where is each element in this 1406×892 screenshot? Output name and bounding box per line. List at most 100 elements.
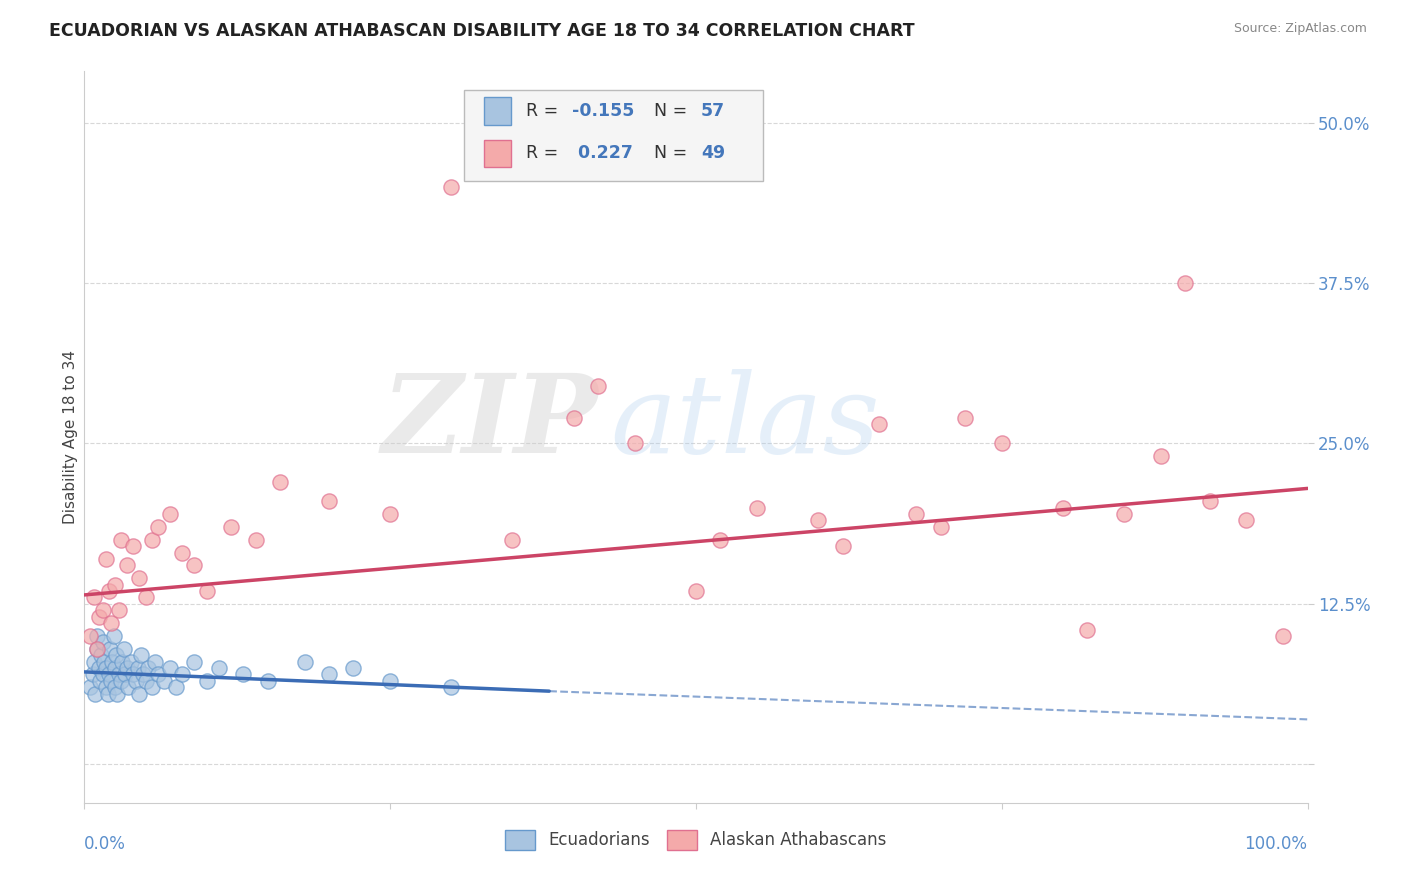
Point xyxy=(79,681,101,695)
Point xyxy=(97,687,120,701)
Point xyxy=(91,667,114,681)
Point xyxy=(110,533,132,547)
Point xyxy=(112,641,135,656)
Point xyxy=(86,641,108,656)
Point xyxy=(86,641,108,656)
Point xyxy=(100,616,122,631)
Point xyxy=(380,507,402,521)
Text: R =: R = xyxy=(526,145,564,162)
Point xyxy=(107,603,129,617)
Point xyxy=(502,533,524,547)
Text: 49: 49 xyxy=(700,145,725,162)
Point xyxy=(91,603,114,617)
Point xyxy=(195,673,218,688)
Point xyxy=(380,673,402,688)
Point xyxy=(208,661,231,675)
Point xyxy=(111,655,134,669)
Point xyxy=(115,558,138,573)
Point xyxy=(86,629,108,643)
Point xyxy=(115,661,138,675)
Text: R =: R = xyxy=(526,103,564,120)
Text: atlas: atlas xyxy=(610,368,880,476)
Point xyxy=(129,648,152,663)
Point xyxy=(991,436,1014,450)
Point xyxy=(318,494,340,508)
Y-axis label: Disability Age 18 to 34: Disability Age 18 to 34 xyxy=(63,350,77,524)
Point xyxy=(440,179,463,194)
Point xyxy=(105,648,128,663)
Point xyxy=(79,629,101,643)
Text: ZIP: ZIP xyxy=(381,368,598,476)
Point xyxy=(685,584,707,599)
Point xyxy=(159,661,181,675)
Point xyxy=(104,577,127,591)
FancyBboxPatch shape xyxy=(464,90,763,181)
Point xyxy=(82,667,104,681)
Point xyxy=(104,681,127,695)
Point xyxy=(1076,623,1098,637)
Point xyxy=(869,417,891,432)
Point xyxy=(125,673,148,688)
Point xyxy=(96,681,118,695)
Point xyxy=(586,378,609,392)
Point xyxy=(172,667,194,681)
Point xyxy=(122,667,145,681)
Point xyxy=(172,545,194,559)
Point xyxy=(146,667,169,681)
Bar xyxy=(484,139,512,168)
Point xyxy=(709,533,731,547)
Point xyxy=(1052,500,1074,515)
Point xyxy=(128,687,150,701)
Point xyxy=(1174,276,1197,290)
Point xyxy=(562,410,585,425)
Bar xyxy=(484,97,512,125)
Point xyxy=(83,591,105,605)
Point xyxy=(294,655,316,669)
Point xyxy=(342,661,364,675)
Point xyxy=(905,507,928,521)
Point xyxy=(929,520,952,534)
Point xyxy=(136,661,159,675)
Point xyxy=(183,655,205,669)
Point xyxy=(110,673,132,688)
Point xyxy=(107,667,129,681)
Point xyxy=(97,584,120,599)
Point xyxy=(89,673,111,688)
Point xyxy=(117,681,139,695)
Text: 100.0%: 100.0% xyxy=(1244,835,1308,853)
Point xyxy=(84,687,107,701)
Point xyxy=(132,667,155,681)
Point xyxy=(1272,629,1295,643)
Point xyxy=(93,655,115,669)
Text: N =: N = xyxy=(654,145,693,162)
Point xyxy=(127,661,149,675)
Point xyxy=(87,609,110,624)
Point xyxy=(83,655,105,669)
Point xyxy=(87,661,110,675)
Point xyxy=(105,687,128,701)
Point xyxy=(440,681,463,695)
Point xyxy=(953,410,976,425)
Point xyxy=(114,667,136,681)
Point xyxy=(257,673,280,688)
Point xyxy=(159,507,181,521)
Point xyxy=(122,539,145,553)
Text: Source: ZipAtlas.com: Source: ZipAtlas.com xyxy=(1233,22,1367,36)
Point xyxy=(90,648,112,663)
Point xyxy=(100,673,122,688)
Point xyxy=(146,520,169,534)
Point xyxy=(97,667,120,681)
Point xyxy=(165,681,187,695)
Point xyxy=(98,641,121,656)
Text: 0.227: 0.227 xyxy=(572,145,633,162)
Point xyxy=(96,661,118,675)
Point xyxy=(831,539,853,553)
Point xyxy=(141,533,163,547)
Point xyxy=(219,520,242,534)
Point xyxy=(183,558,205,573)
Point xyxy=(245,533,267,547)
Point xyxy=(747,500,769,515)
Point xyxy=(120,655,142,669)
Point xyxy=(1150,450,1173,464)
Point xyxy=(135,591,157,605)
